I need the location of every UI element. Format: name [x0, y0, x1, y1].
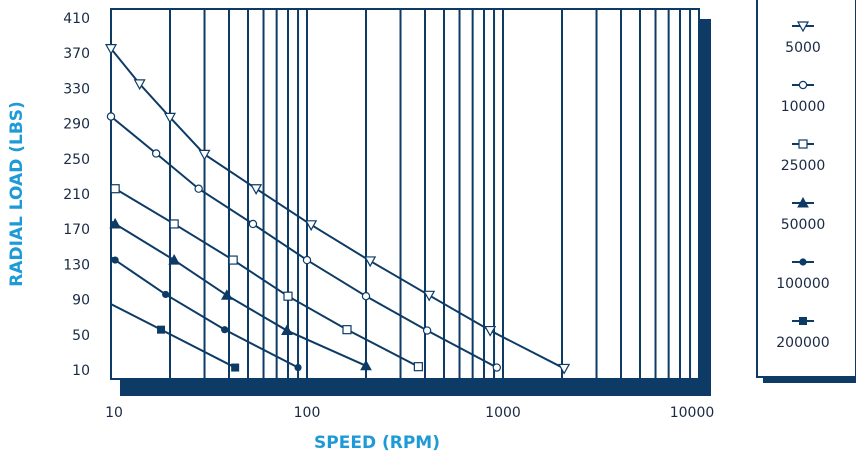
x-tick-label: 10 [105, 405, 123, 421]
data-point-10000 [422, 326, 432, 335]
data-point-100000 [221, 326, 229, 334]
y-tick-label: 290 [63, 117, 90, 133]
svg-text:100000: 100000 [776, 276, 829, 292]
data-point-5000 [163, 112, 177, 124]
data-point-25000 [110, 184, 120, 194]
data-point-200000 [231, 363, 240, 372]
data-point-10000 [248, 219, 258, 229]
data-point-100000 [294, 363, 302, 372]
data-point-25000 [413, 362, 423, 372]
data-point-5000 [558, 363, 571, 375]
data-point-50000 [360, 359, 372, 371]
data-point-5000 [133, 79, 146, 91]
x-tick-labels: 10 100 1000 10000 [105, 405, 714, 421]
y-tick-label: 250 [63, 152, 90, 168]
data-point-50000 [281, 324, 293, 336]
y-tick-label: 370 [63, 46, 90, 62]
data-point-5000 [198, 149, 211, 161]
data-point-10000 [361, 291, 371, 301]
data-point-50000 [168, 254, 181, 265]
svg-text:5000: 5000 [785, 40, 821, 56]
data-point-100000 [162, 290, 170, 299]
y-tick-label: 10 [72, 363, 90, 379]
svg-text:200000: 200000 [776, 335, 829, 351]
y-tick-label: 90 [72, 293, 90, 309]
legend-items: 5000 10000 25000 50000 100000 200000 [776, 21, 830, 351]
legend-entry-50000: 50000 [781, 196, 826, 233]
svg-text:25000: 25000 [781, 158, 826, 174]
plot-area [110, 8, 700, 380]
vertical-grid [169, 9, 692, 379]
y-tick-label: 210 [63, 187, 90, 203]
data-point-200000 [157, 325, 166, 334]
x-tick-label: 10000 [670, 405, 715, 421]
svg-text:10000: 10000 [781, 99, 826, 115]
y-tick-label: 50 [72, 328, 90, 344]
legend-entry-25000: 25000 [781, 139, 826, 174]
data-point-25000 [283, 291, 293, 301]
data-point-50000 [220, 289, 233, 300]
data-point-10000 [106, 112, 116, 121]
y-tick-label: 170 [63, 222, 90, 238]
series-line-10000 [110, 115, 498, 369]
data-point-25000 [342, 325, 352, 335]
data-point-10000 [151, 149, 161, 158]
y-tick-label: 410 [63, 11, 90, 27]
data-point-10000 [194, 184, 203, 193]
data-point-100000 [111, 256, 119, 264]
legend-entry-200000: 200000 [776, 317, 830, 351]
data-point-25000 [169, 219, 179, 229]
data-point-10000 [302, 255, 312, 265]
data-point-10000 [492, 363, 502, 372]
data-point-5000 [423, 290, 436, 302]
data-point-5000 [484, 325, 497, 337]
legend-entry-10000: 10000 [781, 80, 826, 115]
data-point-25000 [228, 255, 238, 265]
data-point-50000 [109, 217, 122, 229]
series-markers [104, 44, 571, 375]
data-point-5000 [364, 256, 377, 268]
x-axis-title: SPEED (RPM) [314, 433, 440, 453]
data-point-5000 [305, 220, 318, 232]
series-line-5000 [110, 48, 565, 370]
y-tick-labels: 10 50 90 130 170 210 250 290 330 370 410 [63, 11, 90, 379]
data-point-5000 [250, 184, 263, 195]
data-point-5000 [104, 44, 118, 55]
y-axis-title: RADIAL LOAD (LBS) [7, 101, 27, 287]
y-tick-label: 130 [63, 257, 90, 273]
x-tick-label: 1000 [485, 405, 521, 421]
legend-entry-5000: 5000 [785, 21, 821, 56]
x-tick-label: 100 [294, 405, 321, 421]
y-tick-label: 330 [63, 81, 90, 97]
legend-entry-100000: 100000 [776, 258, 830, 292]
legend [756, 0, 856, 378]
svg-text:50000: 50000 [781, 217, 826, 233]
